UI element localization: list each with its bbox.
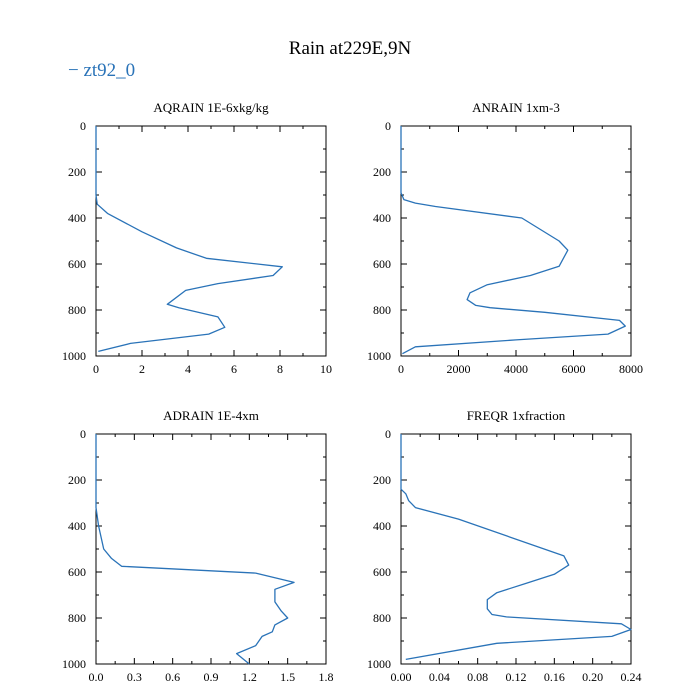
x-tick-label: 0.24 <box>621 670 642 684</box>
panel-title-adrain: ADRAIN 1E-4xm <box>163 408 259 423</box>
y-tick-label: 1000 <box>62 349 86 363</box>
series-line-zt92_0 <box>400 126 626 355</box>
series-line-zt92_0 <box>400 434 632 661</box>
panel-aqrain: AQRAIN 1E-6xkg/kg 0 2 4 6 8 10 0 200 400 600 800 10… <box>62 100 332 376</box>
x-tick-label: 0.6 <box>165 670 180 684</box>
x-tick-label: 4000 <box>504 362 528 376</box>
x-tick-label: 2 <box>139 362 145 376</box>
x-tick-label: 2000 <box>447 362 471 376</box>
x-tick-label: 0.3 <box>127 670 142 684</box>
y-tick-label: 400 <box>68 211 86 225</box>
x-tick-label: 1.2 <box>242 670 257 684</box>
y-tick-label: 0 <box>385 427 391 441</box>
x-tick-label: 0 <box>93 362 99 376</box>
y-tick-label: 200 <box>68 473 86 487</box>
figure-title: Rain at229E,9N <box>289 38 412 59</box>
plot-frame <box>95 433 327 665</box>
y-tick-label: 0 <box>80 119 86 133</box>
x-tick-label: 0.20 <box>582 670 603 684</box>
x-tick-label: 6000 <box>562 362 586 376</box>
x-tick-label: 0.08 <box>467 670 488 684</box>
y-tick-label: 600 <box>68 565 86 579</box>
x-tick-label: 10 <box>320 362 332 376</box>
panel-adrain: ADRAIN 1E-4xm 0.0 0.3 0.6 0.9 1.2 1.5 1.8 0 200 4… <box>62 408 334 684</box>
x-tick-label: 0.0 <box>89 670 104 684</box>
panel-title-freqr: FREQR 1xfraction <box>467 408 566 423</box>
x-tick-label: 4 <box>185 362 191 376</box>
plot-frame <box>95 125 327 357</box>
y-tick-label: 600 <box>68 257 86 271</box>
x-tick-label: 0.04 <box>429 670 450 684</box>
series-line-zt92_0 <box>95 434 295 665</box>
y-tick-label: 1000 <box>367 349 391 363</box>
y-tick-label: 400 <box>373 211 391 225</box>
x-tick-label: 6 <box>231 362 237 376</box>
y-tick-label: 1000 <box>367 657 391 671</box>
panel-anrain: ANRAIN 1xm-3 0 2000 4000 6000 8000 0 200 400 600… <box>367 100 643 376</box>
y-tick-label: 600 <box>373 257 391 271</box>
y-tick-label: 800 <box>68 611 86 625</box>
plot-frame <box>400 433 632 665</box>
x-tick-label: 1.8 <box>319 670 334 684</box>
x-tick-label: 1.5 <box>280 670 295 684</box>
panel-freqr: FREQR 1xfraction 0.00 0.04 0.08 0.12 0.16 0.2… <box>367 408 642 684</box>
y-tick-label: 0 <box>385 119 391 133</box>
panel-title-aqrain: AQRAIN 1E-6xkg/kg <box>153 100 269 115</box>
legend-entry: − zt92_0 <box>68 60 135 81</box>
plot-frame <box>400 125 632 357</box>
y-tick-label: 800 <box>373 611 391 625</box>
y-tick-label: 800 <box>68 303 86 317</box>
x-tick-label: 8000 <box>619 362 643 376</box>
x-tick-label: 0.9 <box>204 670 219 684</box>
panel-title-anrain: ANRAIN 1xm-3 <box>472 100 560 115</box>
y-tick-label: 800 <box>373 303 391 317</box>
series-line-zt92_0 <box>95 126 283 353</box>
y-tick-label: 0 <box>80 427 86 441</box>
y-tick-label: 400 <box>68 519 86 533</box>
x-tick-label: 8 <box>277 362 283 376</box>
x-tick-label: 0.00 <box>391 670 412 684</box>
y-tick-label: 200 <box>373 473 391 487</box>
y-tick-label: 200 <box>373 165 391 179</box>
x-tick-label: 0 <box>398 362 404 376</box>
y-tick-label: 200 <box>68 165 86 179</box>
y-tick-label: 1000 <box>62 657 86 671</box>
y-tick-label: 600 <box>373 565 391 579</box>
x-tick-label: 0.12 <box>506 670 527 684</box>
y-tick-label: 400 <box>373 519 391 533</box>
x-tick-label: 0.16 <box>544 670 565 684</box>
